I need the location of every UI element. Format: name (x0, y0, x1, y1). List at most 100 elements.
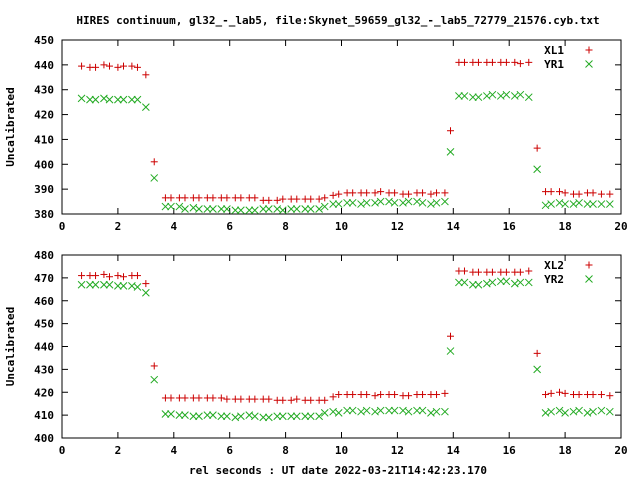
data-point (320, 408, 329, 417)
data-point (273, 196, 281, 204)
data-point (278, 206, 287, 215)
data-point (181, 194, 189, 202)
data-point (575, 198, 583, 207)
data-point (391, 391, 399, 399)
x-tick-label: 4 (170, 220, 177, 233)
data-point (474, 58, 482, 66)
data-point (223, 395, 231, 403)
data-point (418, 406, 427, 415)
data-point (91, 95, 100, 104)
y-tick-label: 400 (34, 158, 54, 171)
data-point (265, 196, 273, 204)
data-point (307, 396, 315, 404)
data-point (264, 413, 273, 422)
data-point (292, 412, 301, 421)
data-point (433, 391, 441, 399)
x-tick-label: 6 (226, 444, 233, 457)
data-point (533, 144, 541, 152)
data-point (237, 412, 245, 421)
data-point (390, 406, 399, 415)
data-point (128, 95, 136, 104)
data-point (575, 190, 583, 198)
data-point (251, 194, 259, 202)
data-point (583, 200, 592, 208)
data-point (561, 408, 569, 417)
data-point (223, 194, 231, 202)
data-point (446, 347, 455, 355)
data-point (589, 189, 597, 197)
data-point (181, 394, 189, 402)
data-point (460, 58, 468, 66)
data-point (92, 272, 100, 280)
data-point (441, 389, 449, 397)
data-point (348, 406, 357, 415)
data-point (329, 191, 337, 199)
data-point (474, 93, 483, 102)
data-point (150, 375, 159, 384)
data-point (195, 205, 203, 213)
data-point (606, 190, 614, 198)
data-point (413, 406, 421, 415)
x-tick-label: 2 (115, 220, 122, 233)
data-point (114, 63, 122, 71)
legend-label: YR2 (544, 273, 564, 286)
data-point (293, 195, 301, 203)
data-point (133, 283, 142, 291)
data-point (362, 406, 371, 415)
y-tick-label: 460 (34, 295, 54, 308)
data-point (167, 394, 175, 402)
series-xl1 (78, 58, 614, 204)
x-tick-label: 0 (59, 444, 66, 457)
data-point (100, 280, 108, 289)
data-point (315, 205, 323, 213)
data-point (502, 277, 511, 286)
data-point (376, 197, 385, 206)
data-point (114, 95, 122, 104)
y-tick-label: 410 (34, 409, 54, 422)
y-tick-label: 420 (34, 109, 54, 122)
data-point (321, 194, 329, 202)
legend-marker (585, 46, 593, 54)
y-tick-label: 420 (34, 386, 54, 399)
data-point (525, 267, 533, 275)
bottom-panel: 0 2 4 6 8 10 12 14 16 18 20 400 410 420 430 440 450 460 47… (4, 249, 628, 457)
data-point (189, 412, 198, 421)
data-point (542, 391, 550, 399)
data-point (133, 63, 141, 71)
data-point (223, 205, 231, 213)
data-point (605, 407, 614, 416)
data-point (279, 396, 287, 404)
y-tick-label: 470 (34, 272, 54, 285)
data-point (264, 205, 273, 213)
data-point (77, 280, 86, 289)
plot-frame (61, 39, 622, 215)
y-tick-label: 410 (34, 133, 54, 146)
data-point (556, 388, 564, 396)
data-point (363, 189, 371, 197)
data-point (575, 391, 583, 399)
data-point (119, 62, 127, 70)
data-point (307, 195, 315, 203)
x-tick-label: 18 (558, 220, 571, 233)
data-point (441, 197, 449, 206)
data-point (349, 189, 357, 197)
data-point (329, 393, 337, 401)
data-point (524, 278, 533, 287)
data-point (405, 190, 413, 198)
data-point (419, 391, 427, 399)
data-point (181, 205, 189, 213)
data-point (349, 391, 357, 399)
series-yr2 (77, 277, 614, 422)
y-tick-label: 380 (34, 208, 54, 221)
data-point (287, 396, 295, 404)
x-tick-label: 16 (503, 220, 517, 233)
data-point (348, 198, 357, 207)
data-point (377, 391, 385, 399)
data-point (377, 188, 385, 196)
data-point (597, 391, 605, 399)
data-point (597, 200, 606, 208)
series-yr1 (77, 90, 614, 215)
data-point (589, 391, 597, 399)
x-tick-label: 14 (447, 444, 461, 457)
data-point (195, 412, 203, 421)
